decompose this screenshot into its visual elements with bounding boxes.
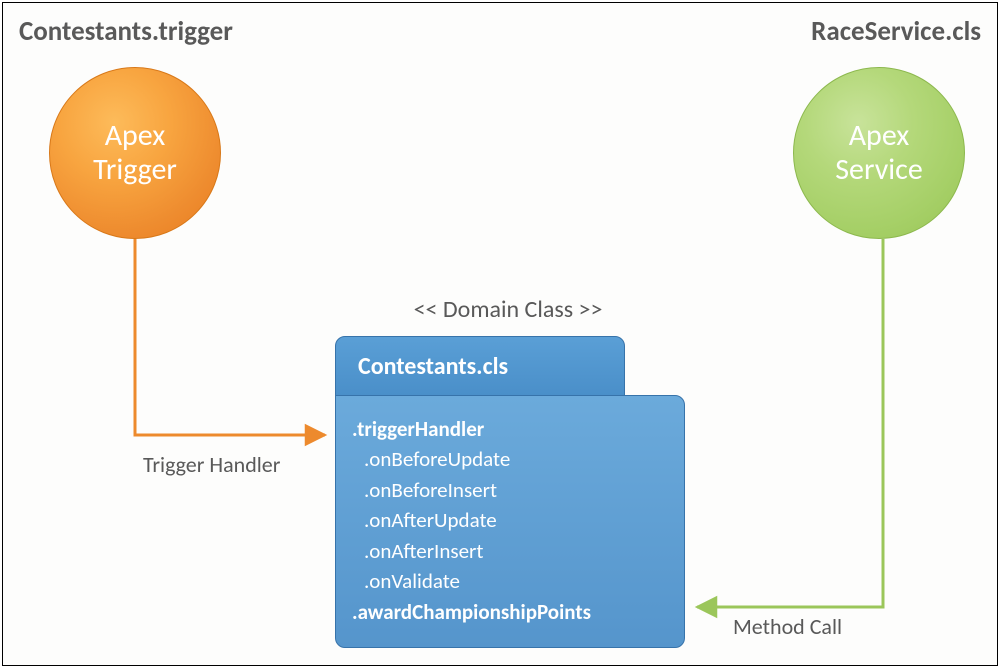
domain-class-name: Contestants.cls	[358, 352, 508, 381]
apex-service-node: Apex Service	[793, 67, 965, 239]
domain-class-body: .triggerHandler .onBeforeUpdate .onBefor…	[335, 395, 685, 648]
method-onafterupdate: .onAfterUpdate	[352, 505, 664, 535]
edge-label-trigger-handler: Trigger Handler	[143, 451, 280, 478]
trigger-label-2: Trigger	[93, 151, 177, 188]
domain-class-stereotype: << Domain Class >>	[363, 295, 653, 324]
method-onafterinsert: .onAfterInsert	[352, 536, 664, 566]
service-label-1: Apex	[849, 117, 910, 154]
method-onbeforeinsert: .onBeforeInsert	[352, 475, 664, 505]
diagram-frame: Contestants.trigger RaceService.cls Apex…	[2, 2, 998, 666]
title-left: Contestants.trigger	[19, 15, 233, 48]
edge-label-method-call: Method Call	[733, 613, 842, 640]
service-label-2: Service	[835, 151, 923, 188]
method-onbeforeupdate: .onBeforeUpdate	[352, 444, 664, 474]
method-awardchampionshippoints: .awardChampionshipPoints	[352, 597, 664, 627]
method-onvalidate: .onValidate	[352, 566, 664, 596]
title-right: RaceService.cls	[811, 15, 981, 48]
domain-class-header: Contestants.cls	[335, 336, 625, 396]
trigger-label-1: Apex	[105, 117, 166, 154]
method-triggerhandler: .triggerHandler	[352, 414, 664, 444]
apex-trigger-node: Apex Trigger	[49, 67, 221, 239]
domain-class-box: Contestants.cls .triggerHandler .onBefor…	[335, 336, 685, 648]
